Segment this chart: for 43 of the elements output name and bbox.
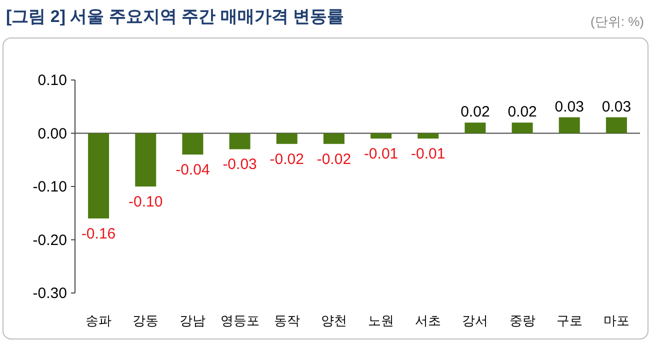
y-tick-label: 0.10 [38, 72, 67, 89]
bar [558, 117, 580, 134]
bar [418, 133, 439, 139]
bar [512, 122, 533, 134]
x-tick-label: 강서 [462, 313, 488, 328]
x-tick-label: 송파 [86, 313, 112, 328]
data-label: -0.03 [222, 156, 257, 174]
data-label: -0.02 [270, 150, 304, 168]
x-tick-label: 강남 [180, 313, 206, 328]
bar [370, 133, 392, 139]
bar [88, 133, 110, 218]
text: (단위: %) [590, 14, 644, 29]
x-tick-label: 노원 [368, 313, 394, 328]
bar [606, 117, 627, 134]
data-label: 0.03 [554, 98, 584, 116]
data-label: -0.10 [128, 194, 163, 210]
x-tick-label: 강동 [132, 313, 159, 328]
y-tick-label: -0.30 [32, 285, 67, 302]
data-label: -0.16 [81, 225, 116, 242]
bar [276, 133, 298, 144]
data-label: -0.01 [364, 146, 398, 163]
bar [229, 133, 250, 150]
bar [323, 133, 344, 144]
x-tick-label: 서초 [415, 313, 442, 328]
bar [464, 122, 486, 134]
x-tick-label: 양천 [320, 313, 347, 328]
data-label: 0.02 [460, 104, 490, 121]
data-label: -0.02 [316, 150, 352, 168]
x-tick-label: 마포 [603, 313, 630, 328]
x-tick-label: 동작 [274, 313, 300, 328]
x-tick-label: 구로 [556, 313, 582, 328]
y-tick-label: -0.20 [32, 232, 67, 249]
x-tick-label: 중랑 [509, 313, 536, 328]
chart-title: [그림 2] 서울 주요지역 주간 매매가격 변동률 [6, 7, 344, 26]
y-tick-label: -0.10 [32, 178, 67, 196]
x-tick-label: 영등포 [220, 313, 260, 328]
bar [182, 133, 204, 155]
data-label: -0.01 [411, 146, 446, 163]
bar [135, 133, 156, 186]
data-label: -0.04 [176, 162, 210, 179]
y-tick-label: 0.00 [38, 125, 67, 142]
data-label: 0.03 [602, 98, 632, 116]
data-label: 0.02 [508, 104, 537, 121]
